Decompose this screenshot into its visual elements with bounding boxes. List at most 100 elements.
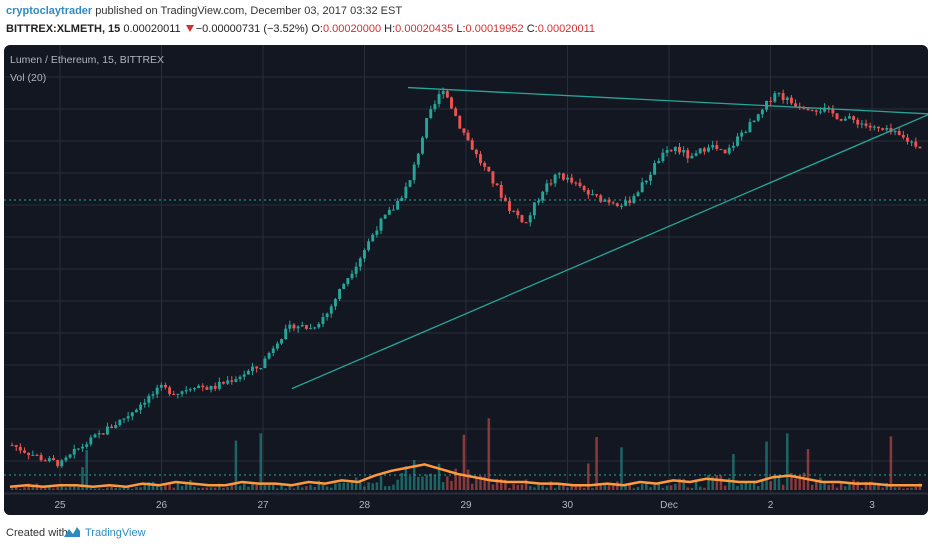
volume-bar xyxy=(201,487,205,490)
volume-bar xyxy=(802,472,806,490)
candle-body xyxy=(18,446,22,451)
candle-body xyxy=(392,209,395,211)
candle-body xyxy=(512,210,516,212)
candle-body xyxy=(114,425,118,428)
volume-bar xyxy=(251,483,254,490)
volume-bar xyxy=(570,484,573,490)
candle-body xyxy=(425,117,429,138)
candle-body xyxy=(831,108,835,114)
candle-body xyxy=(325,313,329,318)
volume-bar xyxy=(450,480,453,490)
volume-bar xyxy=(172,487,175,490)
candle-body xyxy=(375,230,379,235)
price-chart[interactable]: 25 26 27 28 29 30 Dec 2 3 Lumen / Ethereum, 15, … xyxy=(4,45,928,515)
volume-bars xyxy=(10,418,922,490)
candle-body xyxy=(669,150,673,152)
candle-body xyxy=(711,145,715,148)
candle-body xyxy=(313,327,317,329)
volume-bar xyxy=(703,487,706,490)
candle-body xyxy=(226,380,230,384)
volume-bar xyxy=(213,487,217,490)
candle-body xyxy=(338,289,342,299)
tradingview-brand[interactable]: TradingView xyxy=(85,527,146,539)
candle-body xyxy=(827,107,831,109)
trendline[interactable] xyxy=(291,114,928,390)
volume-bar xyxy=(126,486,130,490)
volume-bar xyxy=(574,485,578,490)
volume-bar xyxy=(512,484,515,490)
candle-body xyxy=(242,374,246,377)
candle-body xyxy=(918,146,922,149)
volume-bar xyxy=(632,488,636,490)
candle-body xyxy=(665,150,669,153)
candle-body xyxy=(454,108,458,116)
volume-bar xyxy=(114,487,117,490)
x-tick-label: 28 xyxy=(359,500,371,511)
candle-body xyxy=(541,191,545,201)
candle-body xyxy=(52,458,55,461)
candle-body xyxy=(201,385,205,388)
volume-bar xyxy=(309,484,312,490)
candle-body xyxy=(620,205,623,207)
candle-body xyxy=(122,418,126,420)
volume-bar xyxy=(417,476,420,490)
candle-body xyxy=(794,103,798,107)
tradingview-logo-icon[interactable] xyxy=(63,525,81,539)
candle-body xyxy=(557,173,561,175)
volume-bar xyxy=(301,487,304,490)
candle-body xyxy=(537,200,540,203)
volume-bar xyxy=(354,477,358,490)
volume-bar xyxy=(587,463,590,490)
candle-body xyxy=(545,183,549,192)
author-link[interactable]: cryptoclaytrader xyxy=(6,5,93,17)
candle-body xyxy=(143,402,147,405)
candle-body xyxy=(234,379,238,382)
candle-body xyxy=(193,388,196,390)
volume-bar xyxy=(60,486,64,490)
candle-body xyxy=(628,200,632,203)
volume-bar xyxy=(388,486,391,490)
candle-body xyxy=(130,412,134,417)
volume-bar xyxy=(889,436,893,490)
candle-body xyxy=(520,215,524,223)
volume-bar xyxy=(777,477,781,490)
volume-bar xyxy=(694,479,698,490)
candle-body xyxy=(230,380,234,382)
candle-body xyxy=(27,452,31,456)
grid xyxy=(4,45,928,494)
candle-body xyxy=(139,404,143,410)
candle-body xyxy=(727,147,731,154)
volume-bar xyxy=(781,484,785,490)
candle-body xyxy=(599,195,603,202)
volume-bar xyxy=(97,488,101,490)
volume-bar xyxy=(910,487,913,490)
candle-body xyxy=(155,387,159,395)
candle-body xyxy=(408,180,412,187)
volume-bar xyxy=(566,487,569,490)
symbol-label: BITTREX:XLMETH, 15 xyxy=(6,23,121,35)
candle-body xyxy=(387,209,391,215)
candle-body xyxy=(864,123,868,126)
volume-bar xyxy=(873,483,876,490)
volume-bar xyxy=(558,484,561,490)
candle-body xyxy=(441,91,445,95)
candle-body xyxy=(263,358,267,369)
volume-bar xyxy=(545,487,549,490)
volume-bar xyxy=(267,484,271,490)
volume-bar xyxy=(607,484,611,490)
volume-bar xyxy=(852,479,855,490)
candle-body xyxy=(906,137,909,142)
chart-panel[interactable]: 25 26 27 28 29 30 Dec 2 3 Lumen / Ethereum, 15, … xyxy=(4,45,928,515)
volume-bar xyxy=(578,484,582,490)
volume-bar xyxy=(761,480,764,490)
candle-body xyxy=(321,317,325,324)
volume-bar xyxy=(491,484,495,490)
candle-body xyxy=(14,445,18,447)
ohlc-line: BITTREX:XLMETH, 15 0.00020011 −0.0000073… xyxy=(6,23,595,35)
candle-body xyxy=(43,460,47,462)
candle-body xyxy=(93,434,97,438)
candle-body xyxy=(483,163,487,167)
volume-bar xyxy=(77,486,80,490)
trendline[interactable] xyxy=(407,86,928,115)
candle-body xyxy=(814,110,818,112)
